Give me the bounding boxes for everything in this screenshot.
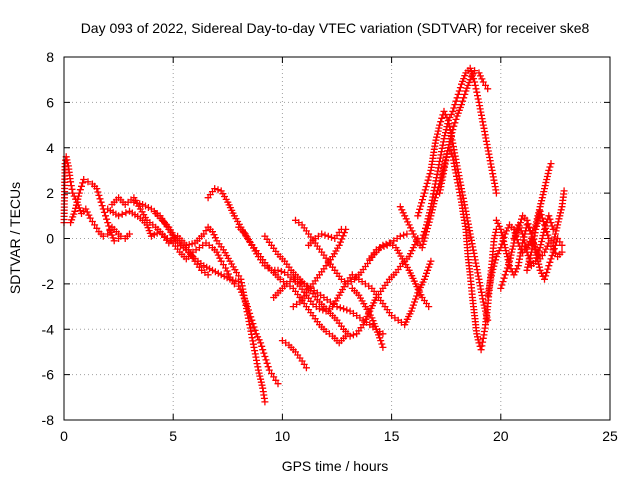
x-tick-label: 5 xyxy=(169,428,177,444)
x-tick-label: 20 xyxy=(493,428,509,444)
series-sat-n xyxy=(348,284,387,351)
plus-markers xyxy=(523,187,568,274)
plus-markers xyxy=(270,257,435,329)
x-axis-label: GPS time / hours xyxy=(282,458,389,474)
plus-markers xyxy=(278,337,310,372)
series-sat-b xyxy=(67,176,123,245)
series-sat-s xyxy=(436,144,500,354)
series-sat-o xyxy=(366,239,433,311)
x-tick-label: 0 xyxy=(60,428,68,444)
y-tick-label: 0 xyxy=(46,231,54,247)
y-tick-label: 6 xyxy=(46,94,54,110)
x-tick-label: 25 xyxy=(602,428,618,444)
series-sat-f xyxy=(152,210,212,279)
series-sat-w xyxy=(510,160,555,242)
plus-markers xyxy=(510,160,555,242)
plus-markers xyxy=(67,176,123,245)
series-sat-d xyxy=(104,205,269,406)
plus-markers xyxy=(348,284,387,351)
plus-markers xyxy=(104,205,269,406)
x-tick-label: 15 xyxy=(384,428,400,444)
y-tick-label: 8 xyxy=(46,49,54,65)
x-tick-label: 10 xyxy=(275,428,291,444)
y-tick-label: 2 xyxy=(46,185,54,201)
y-tick-label: -6 xyxy=(42,367,55,383)
y-tick-label: -2 xyxy=(42,276,55,292)
y-axis-label: SDTVAR / TECUs xyxy=(7,182,23,294)
plus-markers xyxy=(366,239,433,311)
series-sat-a xyxy=(60,153,133,242)
axis-ticks: 0 5 10 15 20 25 -8 -6 -4 -2 0 2 4 6 8 xyxy=(42,49,618,444)
plus-markers xyxy=(436,144,500,354)
series-sat-k xyxy=(278,337,310,372)
y-tick-label: -4 xyxy=(42,321,55,337)
plus-markers xyxy=(289,225,350,311)
plus-markers xyxy=(60,153,133,242)
y-tick-label: 4 xyxy=(46,140,54,156)
chart-title: Day 093 of 2022, Sidereal Day-to-day VTE… xyxy=(81,20,590,36)
plus-markers xyxy=(152,210,212,279)
y-tick-label: -8 xyxy=(42,412,55,428)
series-sat-x xyxy=(523,187,568,274)
series-sat-q xyxy=(418,64,500,242)
plus-markers xyxy=(418,64,500,242)
series-sat-i xyxy=(270,257,435,329)
series-sat-m xyxy=(289,225,350,311)
data-points xyxy=(60,64,568,406)
